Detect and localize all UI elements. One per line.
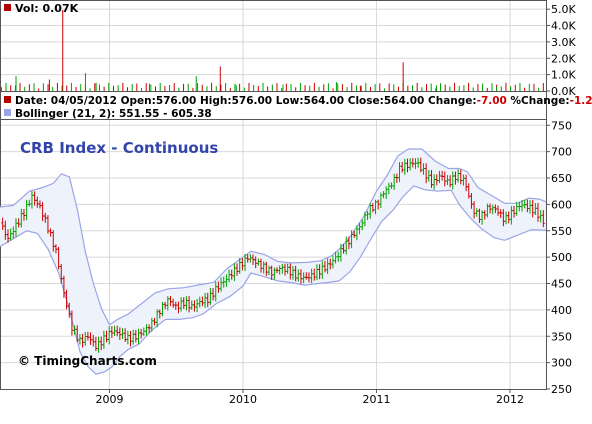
- pctchange-value: -1.23: [570, 95, 592, 107]
- x-axis-tick-labels: 2009 2010 2011 2012: [95, 389, 524, 406]
- price-tick-label: 400: [551, 304, 572, 317]
- bollinger-legend-swatch: [4, 109, 11, 116]
- price-tick-label: 600: [551, 198, 572, 211]
- open-label: Open:576.00: [121, 95, 197, 107]
- price-tick-label: 650: [551, 172, 572, 185]
- volume-tick-label: 1.0K: [551, 69, 576, 82]
- info-bar: [0, 91, 547, 120]
- price-tick-labels: 250 300 350 400 450 500 550 600 650 700 750: [546, 119, 572, 396]
- volume-tick-label: 3.0K: [551, 36, 576, 49]
- bollinger-band-fill: [0, 149, 546, 375]
- chart-title: CRB Index - Continuous: [20, 139, 218, 157]
- price-tick-label: 700: [551, 146, 572, 159]
- volume-tick-label: 0.0K: [551, 85, 576, 98]
- ohlc-bar: [541, 210, 545, 228]
- volume-tick-label: 2.0K: [551, 52, 576, 65]
- price-tick-label: 550: [551, 225, 572, 238]
- volume-tick-label: 5.0K: [551, 3, 576, 16]
- change-value: -7.00: [477, 95, 507, 107]
- close-label: Close:564.00: [348, 95, 425, 107]
- x-tick-label: 2011: [362, 393, 390, 406]
- price-tick-label: 450: [551, 278, 572, 291]
- pctchange-label: %Change:: [511, 95, 570, 107]
- x-tick-label: 2009: [95, 393, 123, 406]
- high-label: High:576.00: [200, 95, 272, 107]
- volume-tick-labels: 0.0K 1.0K 2.0K 3.0K 4.0K 5.0K: [546, 3, 576, 98]
- info-legend-swatch: [4, 96, 11, 103]
- x-tick-label: 2010: [229, 393, 257, 406]
- volume-bars: [0, 10, 544, 91]
- price-bars: [1, 157, 545, 353]
- bollinger-upper-line: [0, 148, 547, 326]
- watermark: © TimingCharts.com: [18, 354, 157, 368]
- volume-panel: [0, 0, 547, 92]
- volume-legend-swatch: [4, 4, 11, 11]
- change-label: Change:: [428, 95, 477, 107]
- price-tick-label: 250: [551, 383, 572, 396]
- low-label: Low:564.00: [276, 95, 344, 107]
- bollinger-legend: Bollinger (21, 2): 551.55 - 605.38: [15, 108, 212, 120]
- price-tick-label: 350: [551, 330, 572, 343]
- price-tick-label: 300: [551, 357, 572, 370]
- ohlc-info-line: Date: 04/05/2012 Open:576.00 High:576.00…: [15, 95, 592, 107]
- volume-legend: Vol: 0.07K: [15, 2, 79, 15]
- x-tick-label: 2012: [496, 393, 524, 406]
- price-tick-label: 750: [551, 119, 572, 132]
- price-tick-label: 500: [551, 251, 572, 264]
- volume-grid: [1, 1, 546, 91]
- volume-tick-label: 4.0K: [551, 20, 576, 33]
- bollinger-lower-line: [0, 185, 547, 375]
- date-label: Date: 04/05/2012: [15, 95, 117, 107]
